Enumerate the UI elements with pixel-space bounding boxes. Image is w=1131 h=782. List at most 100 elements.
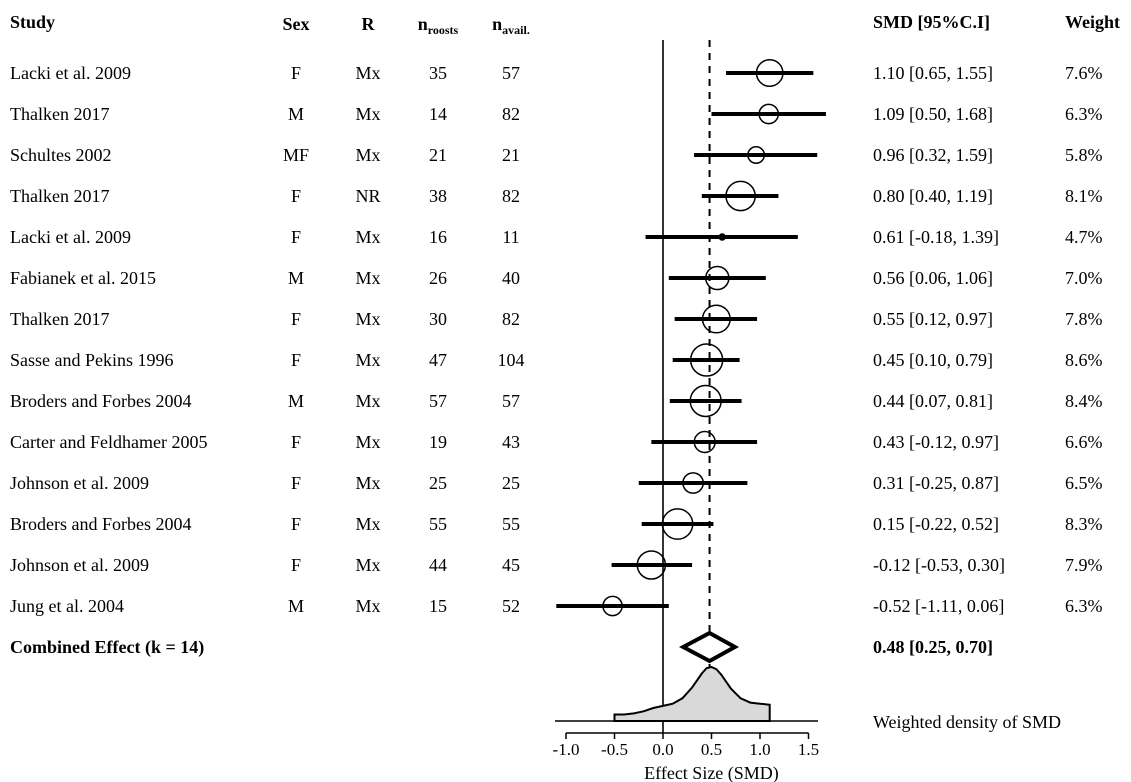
study-sex: F: [290, 555, 302, 575]
study-name: Broders and Forbes 2004: [10, 514, 192, 534]
study-n-avail: 55: [502, 514, 520, 534]
study-name: Thalken 2017: [10, 104, 110, 124]
study-sex: F: [290, 514, 302, 534]
study-n-avail: 57: [502, 391, 520, 411]
x-axis-tick-label: 0.0: [652, 740, 673, 759]
effect-marker: [755, 59, 784, 87]
study-weight: 8.3%: [1065, 514, 1103, 534]
study-name: Broders and Forbes 2004: [10, 391, 192, 411]
combined-smd-ci: 0.48 [0.25, 0.70]: [873, 637, 993, 657]
study-sex: F: [290, 473, 302, 493]
study-r: Mx: [355, 309, 381, 329]
study-n-avail: 57: [502, 63, 520, 83]
study-weight: 6.3%: [1065, 596, 1103, 616]
study-name: Sasse and Pekins 1996: [10, 350, 174, 370]
effect-marker: [701, 304, 731, 334]
study-smd-ci: 0.80 [0.40, 1.19]: [873, 186, 993, 206]
header-n-avail: navail.: [492, 14, 530, 37]
study-r: Mx: [355, 145, 381, 165]
study-smd-ci: 1.09 [0.50, 1.68]: [873, 104, 993, 124]
study-weight: 6.6%: [1065, 432, 1103, 452]
study-name: Jung et al. 2004: [10, 596, 124, 616]
study-smd-ci: 0.61 [-0.18, 1.39]: [873, 227, 999, 247]
study-r: NR: [355, 186, 381, 206]
header-n-roosts: nroosts: [417, 14, 459, 37]
study-weight: 8.6%: [1065, 350, 1103, 370]
study-sex: F: [290, 227, 302, 247]
study-n-avail: 43: [502, 432, 520, 452]
effect-marker: [705, 265, 730, 291]
study-r: Mx: [355, 104, 381, 124]
header-r: R: [361, 14, 375, 34]
header-smd: SMD [95%C.I]: [873, 12, 990, 32]
study-weight: 5.8%: [1065, 145, 1103, 165]
header-study: Study: [10, 12, 56, 32]
study-smd-ci: 0.15 [-0.22, 0.52]: [873, 514, 999, 534]
study-n-avail: 52: [502, 596, 520, 616]
study-r: Mx: [355, 63, 381, 83]
study-name: Johnson et al. 2009: [10, 555, 149, 575]
x-axis-tick-label: -0.5: [601, 740, 628, 759]
effect-marker: [661, 508, 694, 540]
study-smd-ci: 0.44 [0.07, 0.81]: [873, 391, 993, 411]
study-n-avail: 82: [502, 309, 520, 329]
study-n-roosts: 15: [429, 596, 447, 616]
study-sex: F: [290, 350, 302, 370]
study-n-roosts: 30: [429, 309, 447, 329]
study-sex: M: [287, 391, 305, 411]
study-n-roosts: 14: [429, 104, 447, 124]
study-weight: 6.3%: [1065, 104, 1103, 124]
effect-marker: [689, 343, 724, 377]
effect-marker: [718, 233, 726, 241]
study-smd-ci: 0.43 [-0.12, 0.97]: [873, 432, 999, 452]
study-weight: 7.0%: [1065, 268, 1103, 288]
study-n-roosts: 35: [429, 63, 447, 83]
combined-effect-diamond: [678, 630, 740, 664]
study-r: Mx: [355, 350, 381, 370]
study-n-roosts: 25: [429, 473, 447, 493]
study-n-avail: 82: [502, 104, 520, 124]
study-sex: M: [287, 596, 305, 616]
study-r: Mx: [355, 227, 381, 247]
x-axis-title: Effect Size (SMD): [644, 763, 779, 782]
study-smd-ci: 0.55 [0.12, 0.97]: [873, 309, 993, 329]
study-weight: 7.9%: [1065, 555, 1103, 575]
x-axis-tick-label: 1.5: [798, 740, 819, 759]
study-name: Fabianek et al. 2015: [10, 268, 156, 288]
study-sex: F: [290, 186, 302, 206]
study-smd-ci: 0.56 [0.06, 1.06]: [873, 268, 993, 288]
study-r: Mx: [355, 268, 381, 288]
effect-marker: [693, 430, 716, 454]
study-weight: 7.6%: [1065, 63, 1103, 83]
study-r: Mx: [355, 473, 381, 493]
effect-marker: [689, 384, 722, 418]
study-name: Lacki et al. 2009: [10, 227, 131, 247]
study-n-avail: 104: [497, 350, 525, 370]
effect-marker: [758, 103, 780, 125]
study-n-roosts: 55: [429, 514, 447, 534]
study-n-avail: 45: [502, 555, 520, 575]
study-sex: F: [290, 63, 302, 83]
effect-marker: [602, 595, 623, 617]
study-smd-ci: 0.45 [0.10, 0.79]: [873, 350, 993, 370]
study-n-roosts: 21: [429, 145, 447, 165]
study-r: Mx: [355, 555, 381, 575]
effect-marker: [636, 550, 667, 580]
density-label: Weighted density of SMD: [873, 712, 1062, 732]
study-r: Mx: [355, 514, 381, 534]
x-axis-tick-label: 1.0: [749, 740, 770, 759]
study-sex: M: [287, 268, 305, 288]
header-weight: Weight: [1065, 12, 1121, 32]
study-sex: M: [287, 104, 305, 124]
study-r: Mx: [355, 391, 381, 411]
study-name: Johnson et al. 2009: [10, 473, 149, 493]
study-weight: 8.1%: [1065, 186, 1103, 206]
study-n-roosts: 57: [429, 391, 447, 411]
study-name: Thalken 2017: [10, 309, 110, 329]
combined-label: Combined Effect (k = 14): [10, 637, 205, 657]
effect-marker: [725, 180, 756, 212]
study-name: Schultes 2002: [10, 145, 112, 165]
study-n-roosts: 16: [429, 227, 447, 247]
effect-marker: [682, 472, 704, 494]
study-r: Mx: [355, 432, 381, 452]
